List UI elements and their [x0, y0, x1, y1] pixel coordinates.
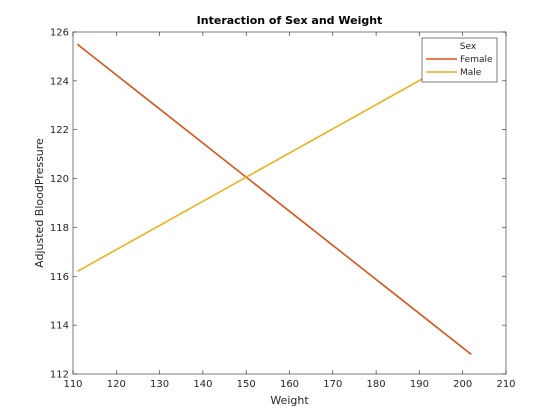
x-tick-label: 180 [367, 379, 386, 390]
y-tick-label: 114 [50, 321, 69, 332]
y-tick-label: 118 [50, 223, 69, 234]
x-tick-label: 200 [453, 379, 472, 390]
y-tick-label: 124 [50, 76, 69, 87]
x-tick-label: 140 [193, 379, 212, 390]
legend-label-male: Male [460, 68, 482, 78]
chart-title: Interaction of Sex and Weight [197, 14, 383, 27]
x-tick-label: 110 [63, 379, 82, 390]
series-line-male [76, 50, 472, 273]
legend-box [421, 37, 498, 83]
y-tick-label: 116 [50, 272, 69, 283]
axes-box [72, 31, 507, 375]
y-axis-label: Adjusted BloodPressure [33, 138, 46, 268]
y-tick-label: 126 [50, 28, 69, 39]
x-tick-label: 190 [410, 379, 429, 390]
legend-title: Sex [460, 42, 477, 52]
y-tick-label: 122 [50, 125, 69, 136]
x-axis-ticks: 110 120 130 140 150 160 170 180 190 200 210 [63, 32, 516, 390]
legend: Sex Female Male [421, 37, 498, 83]
y-tick-label: 112 [50, 370, 69, 381]
x-tick-label: 160 [280, 379, 299, 390]
x-tick-label: 130 [150, 379, 169, 390]
y-axis-ticks: 112 114 116 118 120 122 124 126 [50, 28, 506, 381]
legend-label-female: Female [460, 55, 493, 65]
x-tick-label: 210 [496, 379, 515, 390]
x-tick-label: 170 [323, 379, 342, 390]
x-axis-label: Weight [270, 394, 309, 407]
x-tick-label: 120 [107, 379, 126, 390]
plot-area: 110 120 130 140 150 160 170 180 190 200 210 112 114… [50, 28, 516, 391]
series-line-female [76, 43, 472, 356]
y-tick-label: 120 [50, 174, 69, 185]
x-tick-label: 150 [237, 379, 256, 390]
series-lines [76, 43, 472, 356]
